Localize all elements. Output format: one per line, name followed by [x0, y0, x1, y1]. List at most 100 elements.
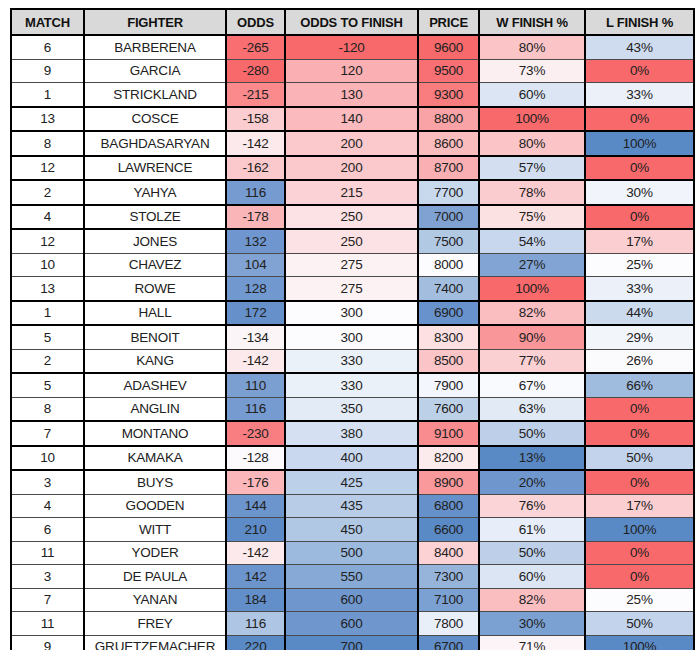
odds-cell: 132 [226, 229, 285, 253]
odds-cell: 128 [226, 277, 285, 301]
odds-to-finish-cell: 120 [285, 59, 418, 83]
odds-cell: 210 [226, 518, 285, 542]
fighter-cell: CHAVEZ [84, 253, 226, 277]
odds-to-finish-cell: 330 [285, 373, 418, 397]
price-cell: 7400 [418, 277, 479, 301]
odds-to-finish-cell: 275 [285, 253, 418, 277]
table-row: 7MONTANO-230380910050%0% [11, 421, 694, 446]
odds-to-finish-cell: 380 [285, 421, 418, 446]
odds-cell: -134 [226, 325, 285, 349]
odds-cell: -280 [226, 59, 285, 83]
column-header-l-finish-pct: L FINISH % [585, 9, 694, 35]
table-row: 8ANGLIN116350760063%0% [11, 397, 694, 421]
header-row: MATCH FIGHTER ODDS ODDS TO FINISH PRICE … [11, 9, 694, 35]
match-cell: 13 [11, 107, 84, 132]
w-finish-pct-cell: 27% [479, 253, 585, 277]
fighter-cell: COSCE [84, 107, 226, 132]
l-finish-pct-cell: 33% [585, 277, 694, 301]
odds-to-finish-cell: 700 [285, 635, 418, 650]
w-finish-pct-cell: 60% [479, 565, 585, 589]
match-cell: 13 [11, 277, 84, 301]
odds-to-finish-cell: 250 [285, 205, 418, 230]
odds-to-finish-cell: 600 [285, 588, 418, 612]
price-cell: 7500 [418, 229, 479, 253]
match-cell: 1 [11, 301, 84, 326]
odds-cell: -142 [226, 349, 285, 373]
fighter-cell: BARBERENA [84, 35, 226, 59]
table-row: 4GOODEN144435680076%17% [11, 494, 694, 518]
match-cell: 5 [11, 325, 84, 349]
l-finish-pct-cell: 29% [585, 325, 694, 349]
l-finish-pct-cell: 0% [585, 397, 694, 421]
l-finish-pct-cell: 0% [585, 107, 694, 132]
price-cell: 6600 [418, 518, 479, 542]
price-cell: 6900 [418, 301, 479, 326]
price-cell: 8900 [418, 470, 479, 494]
l-finish-pct-cell: 30% [585, 180, 694, 205]
match-cell: 9 [11, 59, 84, 83]
table-row: 9GRUETZEMACHER220700670071%100% [11, 635, 694, 650]
fighter-cell: YANAN [84, 588, 226, 612]
w-finish-pct-cell: 100% [479, 277, 585, 301]
price-cell: 8700 [418, 156, 479, 181]
fighter-cell: GRUETZEMACHER [84, 635, 226, 650]
table-row: 13COSCE-1581408800100%0% [11, 107, 694, 132]
fighter-cell: DE PAULA [84, 565, 226, 589]
match-cell: 10 [11, 446, 84, 471]
l-finish-pct-cell: 100% [585, 635, 694, 650]
w-finish-pct-cell: 80% [479, 35, 585, 59]
odds-to-finish-cell: 130 [285, 83, 418, 107]
column-header-odds-to-finish: ODDS TO FINISH [285, 9, 418, 35]
w-finish-pct-cell: 67% [479, 373, 585, 397]
column-header-match: MATCH [11, 9, 84, 35]
fighter-cell: STRICKLAND [84, 83, 226, 107]
odds-to-finish-cell: 200 [285, 156, 418, 181]
table-row: 1HALL172300690082%44% [11, 301, 694, 326]
l-finish-pct-cell: 17% [585, 229, 694, 253]
l-finish-pct-cell: 0% [585, 541, 694, 565]
price-cell: 8400 [418, 541, 479, 565]
odds-to-finish-cell: 250 [285, 229, 418, 253]
odds-cell: -176 [226, 470, 285, 494]
column-header-odds: ODDS [226, 9, 285, 35]
w-finish-pct-cell: 75% [479, 205, 585, 230]
price-cell: 9300 [418, 83, 479, 107]
l-finish-pct-cell: 100% [585, 518, 694, 542]
w-finish-pct-cell: 71% [479, 635, 585, 650]
price-cell: 6800 [418, 494, 479, 518]
match-cell: 11 [11, 612, 84, 636]
fighter-cell: STOLZE [84, 205, 226, 230]
odds-cell: -128 [226, 446, 285, 471]
table-row: 11YODER-142500840050%0% [11, 541, 694, 565]
price-cell: 7300 [418, 565, 479, 589]
match-cell: 10 [11, 253, 84, 277]
w-finish-pct-cell: 90% [479, 325, 585, 349]
match-cell: 3 [11, 565, 84, 589]
table-row: 7YANAN184600710082%25% [11, 588, 694, 612]
match-cell: 7 [11, 421, 84, 446]
l-finish-pct-cell: 0% [585, 205, 694, 230]
odds-to-finish-cell: 500 [285, 541, 418, 565]
l-finish-pct-cell: 44% [585, 301, 694, 326]
odds-to-finish-cell: -120 [285, 35, 418, 59]
fighter-cell: ANGLIN [84, 397, 226, 421]
price-cell: 8600 [418, 131, 479, 156]
match-cell: 2 [11, 180, 84, 205]
fighter-cell: ADASHEV [84, 373, 226, 397]
odds-cell: 184 [226, 588, 285, 612]
column-header-fighter: FIGHTER [84, 9, 226, 35]
odds-to-finish-cell: 350 [285, 397, 418, 421]
match-cell: 6 [11, 35, 84, 59]
price-cell: 7000 [418, 205, 479, 230]
table-row: 3DE PAULA142550730060%0% [11, 565, 694, 589]
fighter-cell: BENOIT [84, 325, 226, 349]
w-finish-pct-cell: 63% [479, 397, 585, 421]
odds-cell: 116 [226, 612, 285, 636]
fighter-cell: KAMAKA [84, 446, 226, 471]
table-row: 12LAWRENCE-162200870057%0% [11, 156, 694, 181]
fighter-odds-table: MATCH FIGHTER ODDS ODDS TO FINISH PRICE … [10, 8, 695, 650]
odds-to-finish-cell: 140 [285, 107, 418, 132]
w-finish-pct-cell: 76% [479, 494, 585, 518]
match-cell: 4 [11, 205, 84, 230]
price-cell: 8200 [418, 446, 479, 471]
